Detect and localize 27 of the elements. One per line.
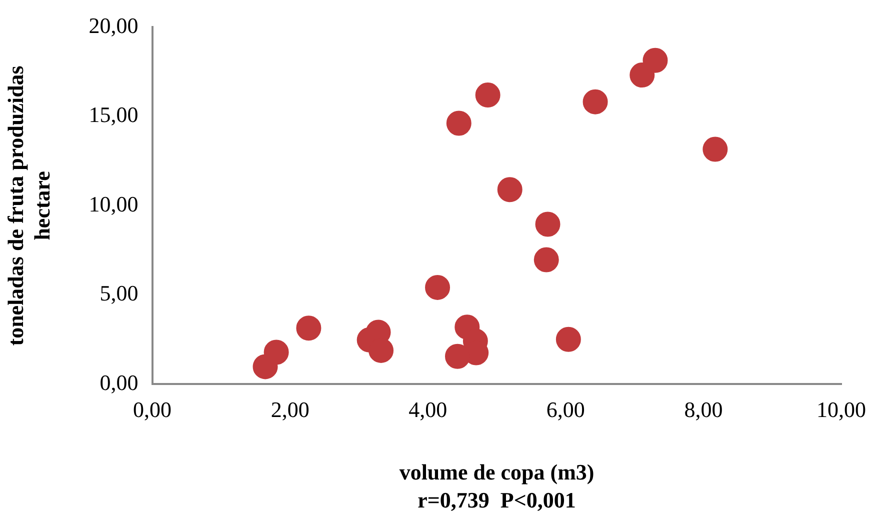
y-tick-label: 10,00 [88,191,138,216]
point [296,316,322,341]
point [556,326,581,352]
y-tick-label: 0,00 [100,370,138,395]
text: r=0,739 P<0,001 [418,488,576,513]
point [446,110,472,136]
y-tick-label: 15,00 [88,102,138,128]
point [445,344,470,369]
x-tick-label: 10,00 [816,397,866,422]
point [264,340,289,365]
x-tick-label: 4,00 [408,397,448,422]
point [497,177,522,202]
point [535,212,560,237]
x-tick-label: 0,00 [133,397,172,422]
y-tick-label: 20,00 [88,12,138,38]
x-tick-label: 6,00 [546,397,585,422]
point [642,48,668,73]
point [425,274,450,300]
x-tick-label: 2,00 [270,397,310,422]
point [702,136,728,162]
point [534,247,559,272]
point [475,82,500,108]
x-tick-label: 8,00 [684,397,723,422]
y-axis-title: toneladas de fruta produzidas hectare [2,65,54,346]
y-tick-label: 5,00 [100,280,138,306]
x-axis-title: volume de copa (m3) [399,459,594,484]
point [582,89,608,114]
